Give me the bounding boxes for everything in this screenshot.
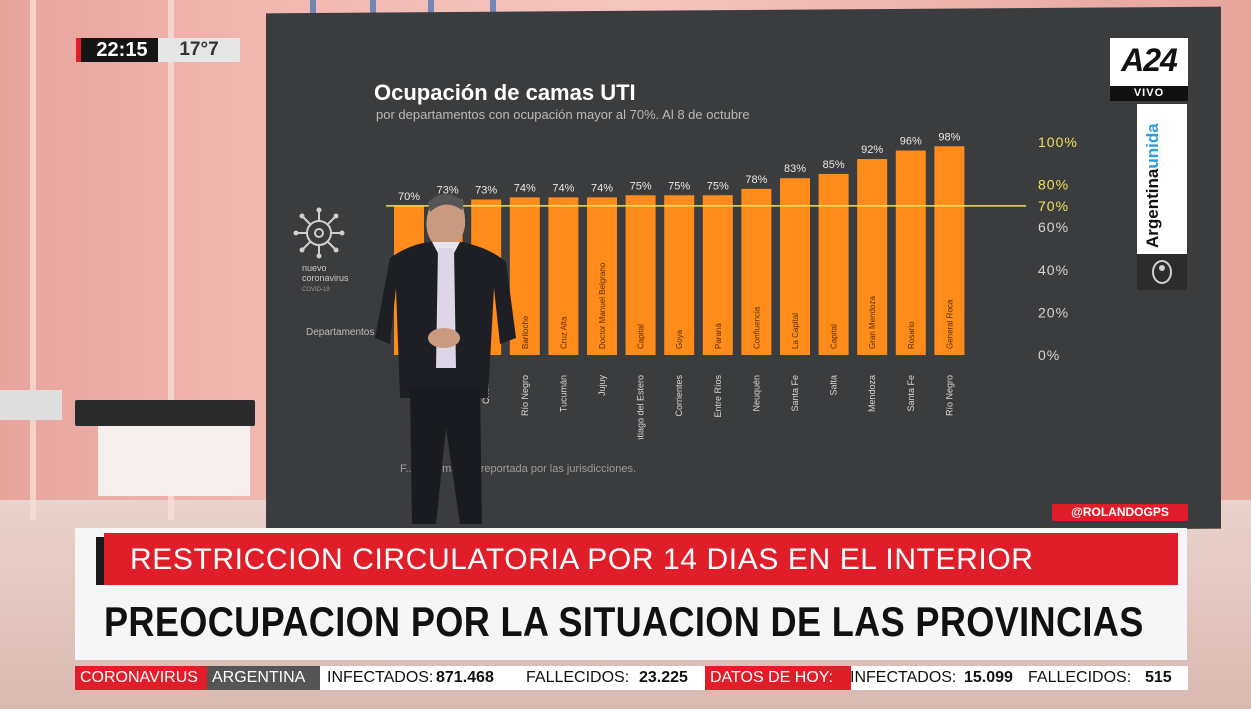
studio-column	[30, 0, 36, 520]
side-brand-word-1: Argentina	[1143, 168, 1162, 248]
row-label-departamentos: Departamentos	[306, 327, 375, 338]
y-tick-label: 100%	[1038, 134, 1078, 150]
y-tick-label: 60%	[1038, 219, 1069, 235]
bar-category-label: General Roca	[945, 299, 954, 349]
ticker-today-label: DATOS DE HOY:	[705, 666, 851, 690]
bar-value-label: 74%	[552, 182, 574, 194]
ticker-today-infected-label: INFECTADOS:	[850, 669, 957, 686]
presenter-figure	[375, 194, 516, 524]
lower-third-marker	[96, 537, 104, 585]
ticker-today-deaths-value: 515	[1145, 669, 1172, 686]
bar	[741, 188, 772, 355]
province-label: Santa Fe	[906, 375, 916, 412]
live-badge: VIVO	[1110, 86, 1188, 101]
bar-category-label: Paraná	[714, 323, 723, 349]
bar-value-label: 75%	[668, 180, 690, 192]
bar-value-label: 83%	[784, 163, 806, 175]
studio-desk-top	[75, 400, 255, 426]
temperature: 17°7	[158, 38, 240, 62]
channel-logo: A24	[1110, 38, 1188, 86]
bar-value-label: 96%	[900, 136, 922, 148]
bar-value-label: 74%	[591, 182, 613, 194]
bar	[702, 195, 733, 355]
bar	[934, 146, 965, 355]
ticker-deaths-label: FALLECIDOS:	[526, 669, 630, 686]
chart-subtitle: por departamentos con ocupación mayor al…	[376, 107, 750, 122]
y-tick-label: 0%	[1038, 347, 1060, 363]
y-tick-label: 80%	[1038, 177, 1069, 193]
bar	[509, 197, 540, 355]
bar	[664, 195, 695, 355]
ticker: CORONAVIRUS ARGENTINA INFECTADOS: 871.46…	[75, 666, 1188, 690]
virus-legend-line-3: COVID-19	[302, 287, 330, 293]
bar-value-label: 70%	[398, 191, 420, 203]
bar-value-label: 98%	[938, 131, 960, 143]
province-label: Río Negro	[520, 375, 530, 416]
studio-shelf	[0, 390, 62, 420]
bar-value-label: 73%	[437, 185, 459, 197]
studio-desk-body	[98, 426, 250, 496]
bar-category-label: La Capital	[791, 313, 800, 349]
side-brand-word-2: unida	[1143, 123, 1162, 169]
bar-category-label: Capital	[830, 324, 839, 349]
headline-main: PREOCUPACION POR LA SITUACION DE LAS PRO…	[104, 598, 1144, 645]
province-label: Santiago del Estero	[636, 375, 646, 440]
social-handle: @ROLANDOGPS	[1052, 504, 1188, 521]
bar-value-label: 75%	[630, 180, 652, 192]
headline-red-bar	[104, 533, 1178, 585]
ticker-country: ARGENTINA	[207, 666, 320, 690]
province-label: Jujuy	[597, 375, 607, 397]
bar-value-label: 85%	[823, 159, 845, 171]
y-tick-label: 70%	[1038, 198, 1069, 214]
bar-value-label: 92%	[861, 144, 883, 156]
bar-category-label: Doctor Manuel Belgrano	[598, 262, 607, 349]
headline-red: RESTRICCION CIRCULATORIA POR 14 DIAS EN …	[130, 543, 1034, 576]
province-label: Corrientes	[674, 375, 684, 417]
bar-value-label: 78%	[745, 174, 767, 186]
ticker-deaths-value: 23.225	[639, 669, 688, 686]
side-brand-box	[1137, 104, 1187, 254]
virus-legend-line-1: nuevo	[302, 263, 327, 273]
bar-category-label: Confluencia	[752, 306, 761, 349]
bar-category-label: Cruz Alta	[559, 316, 568, 349]
virus-legend-label: nuevo coronavirus COVID-19	[302, 263, 349, 295]
bar-value-label: 73%	[475, 185, 497, 197]
bar-category-label: Bariloche	[521, 315, 530, 349]
bar	[625, 195, 656, 355]
bar	[857, 159, 888, 355]
bar-category-label: Capital	[637, 324, 646, 349]
bar-category-label: Rosario	[907, 321, 916, 349]
province-label: Entre Ríos	[713, 375, 723, 418]
clock: 22:15	[76, 38, 163, 62]
bar-category-label: Goya	[675, 329, 684, 349]
ticker-infected-label: INFECTADOS:	[327, 669, 434, 686]
ticker-today-deaths-label: FALLECIDOS:	[1028, 669, 1132, 686]
bar	[548, 197, 579, 355]
logo-text: A24	[1121, 42, 1178, 78]
province-label: Tucumán	[558, 375, 568, 412]
shield-icon	[1137, 254, 1187, 290]
ticker-today-infected-value: 15.099	[964, 669, 1013, 686]
side-brand-text: Argentinaunida	[1143, 123, 1163, 248]
bar	[780, 178, 810, 355]
bar	[818, 173, 849, 355]
ticker-infected-value: 871.468	[436, 669, 494, 686]
bar	[587, 197, 617, 355]
virus-icon	[293, 207, 345, 259]
province-label: Salta	[829, 375, 839, 396]
bar-value-label: 74%	[514, 182, 536, 194]
ticker-topic: CORONAVIRUS	[75, 666, 207, 690]
studio-column	[168, 0, 174, 520]
virus-legend-line-2: coronavirus	[302, 273, 349, 283]
province-label: Río Negro	[944, 375, 954, 416]
y-tick-label: 20%	[1038, 304, 1069, 320]
province-label: Neuquén	[751, 375, 761, 412]
province-label: Mendoza	[867, 375, 877, 412]
bar	[895, 150, 926, 355]
y-tick-label: 40%	[1038, 262, 1069, 278]
bar-category-label: Gran Mendoza	[868, 296, 877, 349]
chart-title: Ocupación de camas UTI	[374, 80, 636, 105]
province-label: Santa Fe	[790, 375, 800, 412]
bar-value-label: 75%	[707, 180, 729, 192]
